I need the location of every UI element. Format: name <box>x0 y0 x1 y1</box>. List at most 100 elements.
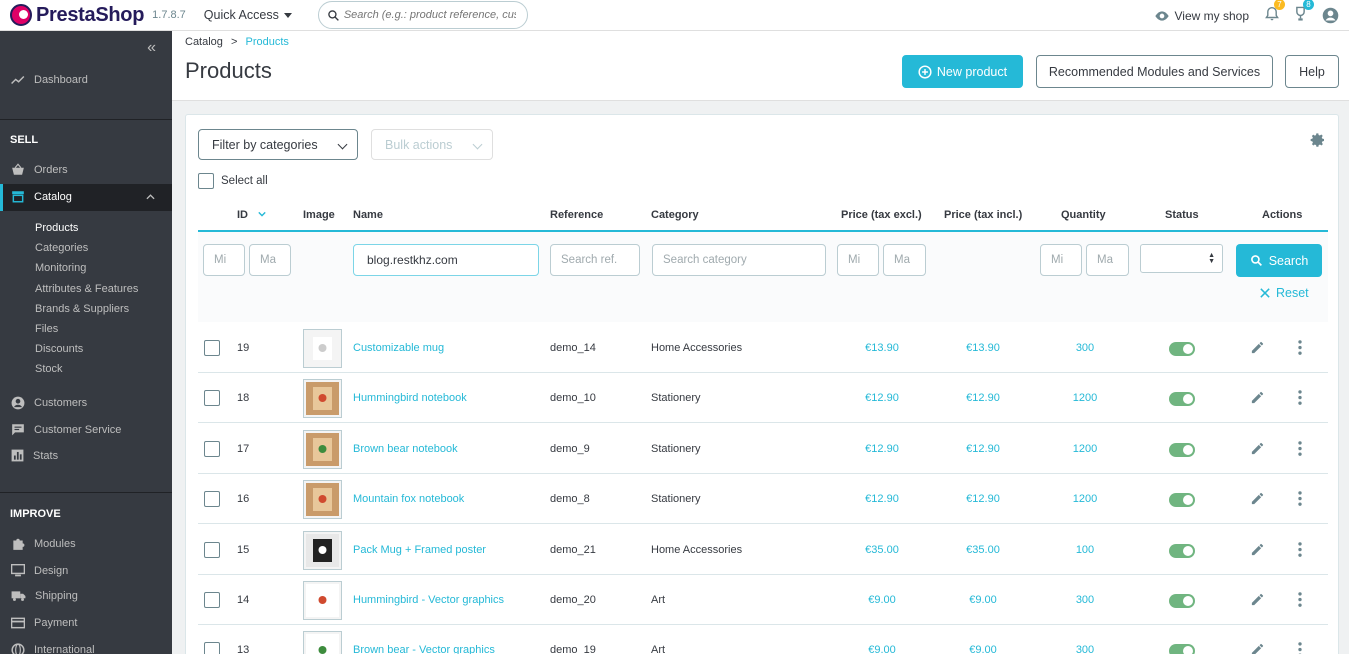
sidebar-subitem-files[interactable]: Files <box>35 323 59 335</box>
product-thumbnail[interactable] <box>303 631 342 654</box>
quantity-min-input[interactable]: Mi <box>1040 244 1082 276</box>
product-quantity[interactable]: 300 <box>1075 594 1095 606</box>
collapse-sidebar-icon[interactable]: « <box>147 39 156 56</box>
status-toggle[interactable] <box>1169 594 1195 608</box>
price-max-input[interactable]: Ma <box>883 244 926 276</box>
status-toggle[interactable] <box>1169 493 1195 508</box>
help-button[interactable]: Help <box>1285 55 1339 88</box>
customers-notification[interactable]: 8 <box>1293 0 1314 25</box>
user-account-icon[interactable] <box>1322 7 1339 24</box>
product-price-excl[interactable]: €9.00 <box>868 644 896 654</box>
product-price-excl[interactable]: €12.90 <box>865 392 899 405</box>
breadcrumb-products[interactable]: Products <box>245 36 289 48</box>
product-name-link[interactable]: Hummingbird notebook <box>353 392 467 405</box>
status-toggle[interactable] <box>1169 342 1195 356</box>
status-toggle[interactable] <box>1169 644 1195 654</box>
row-checkbox[interactable] <box>204 440 220 457</box>
header-search-input[interactable] <box>343 9 516 21</box>
product-thumbnail[interactable] <box>303 480 342 520</box>
edit-pencil-icon[interactable] <box>1250 642 1265 654</box>
sidebar-item-stats[interactable]: Stats <box>0 449 172 462</box>
select-all-checkbox[interactable] <box>198 173 214 189</box>
row-checkbox[interactable] <box>204 541 220 558</box>
more-vertical-icon[interactable] <box>1298 390 1302 406</box>
row-checkbox[interactable] <box>204 340 220 356</box>
product-price-excl[interactable]: €12.90 <box>865 493 899 506</box>
column-header-category[interactable]: Category <box>651 209 699 221</box>
sidebar-subitem-stock[interactable]: Stock <box>35 363 63 375</box>
view-my-shop-link[interactable]: View my shop <box>1154 9 1249 23</box>
more-vertical-icon[interactable] <box>1298 642 1302 654</box>
row-checkbox[interactable] <box>204 592 220 608</box>
edit-pencil-icon[interactable] <box>1250 340 1265 355</box>
sidebar-item-customer-service[interactable]: Customer Service <box>0 423 172 436</box>
category-filter-input[interactable]: Search category <box>652 244 826 276</box>
sidebar-item-dashboard[interactable]: Dashboard <box>0 74 172 86</box>
product-quantity[interactable]: 300 <box>1075 644 1095 654</box>
edit-pencil-icon[interactable] <box>1250 390 1265 405</box>
edit-pencil-icon[interactable] <box>1250 441 1265 456</box>
product-quantity[interactable]: 1200 <box>1072 442 1098 455</box>
column-header-quantity[interactable]: Quantity <box>1061 209 1106 221</box>
sidebar-subitem-categories[interactable]: Categories <box>35 242 89 254</box>
product-price-excl[interactable]: €13.90 <box>865 342 899 354</box>
status-toggle[interactable] <box>1169 392 1195 407</box>
product-price-excl[interactable]: €35.00 <box>865 543 899 556</box>
product-name-link[interactable]: Hummingbird - Vector graphics <box>353 594 505 606</box>
more-vertical-icon[interactable] <box>1298 440 1302 456</box>
product-price-excl[interactable]: €9.00 <box>868 594 896 606</box>
sidebar-item-orders[interactable]: Orders <box>0 163 172 176</box>
status-toggle[interactable] <box>1169 543 1195 558</box>
edit-pencil-icon[interactable] <box>1250 542 1265 557</box>
sidebar-item-design[interactable]: Design <box>0 564 172 577</box>
reset-button[interactable]: Reset <box>1260 286 1309 300</box>
product-name-link[interactable]: Brown bear notebook <box>353 442 458 455</box>
new-product-button[interactable]: New product <box>902 55 1023 88</box>
edit-pencil-icon[interactable] <box>1250 491 1265 506</box>
product-quantity[interactable]: 100 <box>1075 543 1095 556</box>
sidebar-subitem-attributes-features[interactable]: Attributes & Features <box>35 283 139 295</box>
sidebar-item-shipping[interactable]: Shipping <box>0 590 172 602</box>
name-filter-input[interactable]: blog.restkhz.com <box>353 244 539 276</box>
product-name-link[interactable]: Customizable mug <box>353 342 445 354</box>
search-button[interactable]: Search <box>1236 244 1322 277</box>
sort-desc-icon[interactable] <box>258 211 266 217</box>
sidebar-item-modules[interactable]: Modules <box>0 537 172 551</box>
product-quantity[interactable]: 300 <box>1075 342 1095 354</box>
sidebar-subitem-brands-suppliers[interactable]: Brands & Suppliers <box>35 303 130 315</box>
product-quantity[interactable]: 1200 <box>1072 493 1098 506</box>
column-header-reference[interactable]: Reference <box>550 209 604 221</box>
sidebar-item-international[interactable]: International <box>0 643 172 654</box>
id-max-input[interactable]: Ma <box>249 244 291 276</box>
sidebar-item-customers[interactable]: Customers <box>0 396 172 410</box>
column-header-status[interactable]: Status <box>1165 209 1199 221</box>
product-name-link[interactable]: Pack Mug + Framed poster <box>353 543 486 556</box>
id-min-input[interactable]: Mi <box>203 244 245 276</box>
sidebar-subitem-discounts[interactable]: Discounts <box>35 343 84 355</box>
product-name-link[interactable]: Mountain fox notebook <box>353 493 465 506</box>
sidebar-item-catalog[interactable]: Catalog <box>0 190 172 203</box>
gear-icon[interactable] <box>1310 132 1326 148</box>
product-thumbnail[interactable] <box>303 530 342 570</box>
more-vertical-icon[interactable] <box>1298 340 1302 355</box>
quick-access-dropdown[interactable]: Quick Access <box>204 8 292 22</box>
more-vertical-icon[interactable] <box>1298 491 1302 506</box>
recommended-modules-button[interactable]: Recommended Modules and Services <box>1036 55 1273 88</box>
reference-filter-input[interactable]: Search ref. <box>550 244 640 276</box>
status-filter-select[interactable]: ▲ ▼ <box>1140 244 1223 273</box>
more-vertical-icon[interactable] <box>1298 592 1302 607</box>
product-thumbnail[interactable] <box>303 429 342 469</box>
header-search[interactable] <box>317 1 528 29</box>
prestashop-logo[interactable]: PrestaShop <box>10 4 144 27</box>
sidebar-item-payment[interactable]: Payment <box>0 617 172 629</box>
status-toggle[interactable] <box>1169 442 1195 457</box>
sidebar-subitem-monitoring[interactable]: Monitoring <box>35 262 87 274</box>
quantity-max-input[interactable]: Ma <box>1086 244 1129 276</box>
orders-notification[interactable]: 7 <box>1265 0 1285 25</box>
product-name-link[interactable]: Brown bear - Vector graphics <box>353 644 495 654</box>
price-min-input[interactable]: Mi <box>837 244 879 276</box>
column-header-name[interactable]: Name <box>353 209 383 221</box>
edit-pencil-icon[interactable] <box>1250 592 1265 607</box>
product-price-excl[interactable]: €12.90 <box>865 442 899 455</box>
row-checkbox[interactable] <box>204 491 220 508</box>
